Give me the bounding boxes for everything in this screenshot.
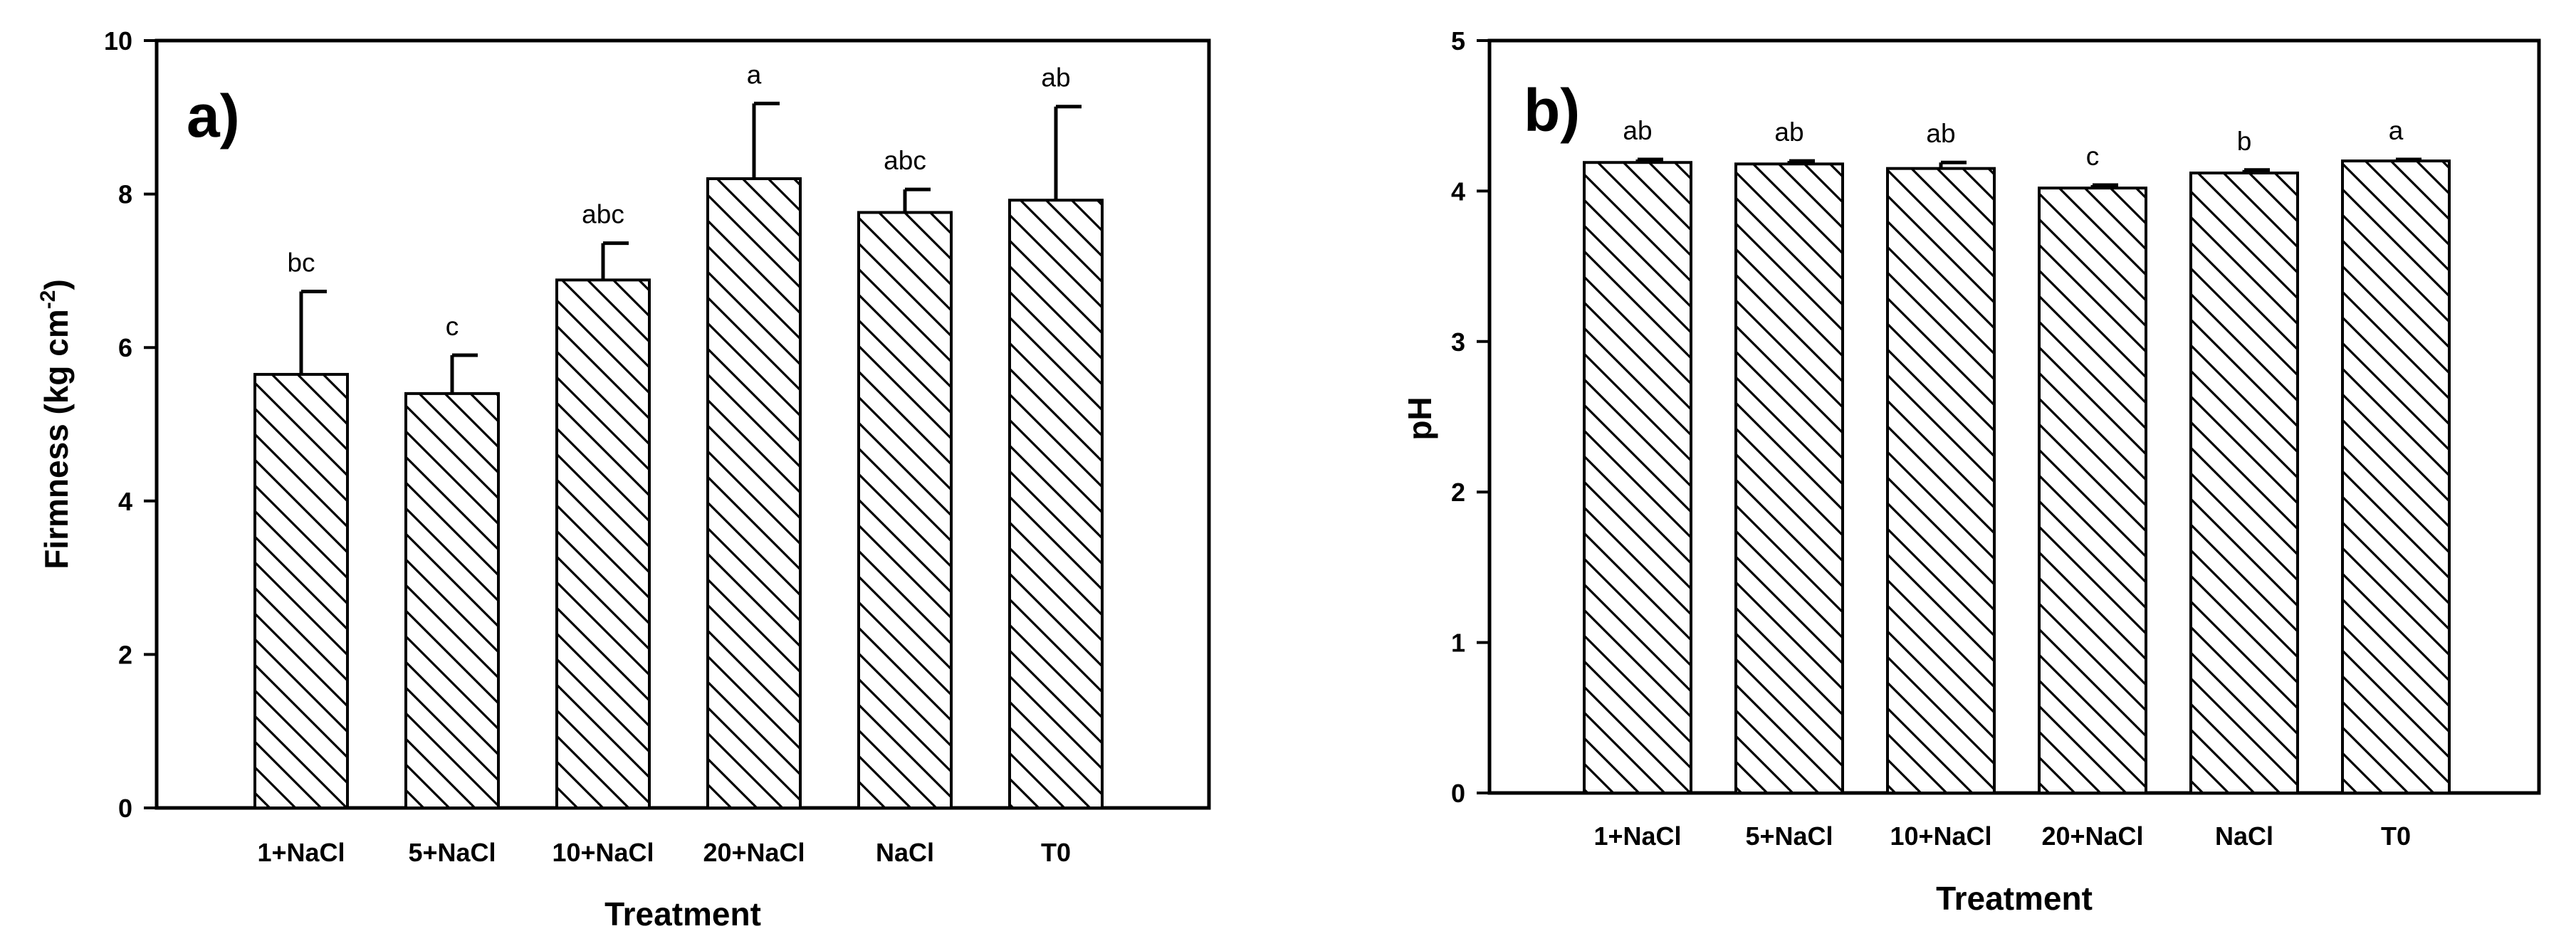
y-axis-title: Firmness (kg cm-2) [36,279,75,569]
x-ticks: 1+NaCl 5+NaCl 10+NaCl 20+NaCl NaCl T0 [257,838,1071,867]
significance-label: ab [1623,116,1652,145]
x-tick-label: T0 [1041,838,1071,867]
y-tick-label: 1 [1451,629,1465,658]
y-tick-label: 3 [1451,327,1465,357]
significance-label: c [2086,142,2100,171]
bar [2341,159,2451,794]
bar [404,392,500,809]
bars: ab ab ab c b a [1583,116,2451,795]
x-tick-label: 20+NaCl [703,838,805,867]
y-tick-label: 8 [118,180,132,209]
y-tick-label: 6 [118,333,132,362]
y-tick-label: 0 [1451,779,1465,808]
x-tick-label: 10+NaCl [1890,821,1991,851]
y-tick-label: 2 [1451,478,1465,507]
y-ticks: 0 1 2 3 4 5 [1451,26,1489,808]
significance-label: c [446,312,459,341]
plot-frame [1487,38,2541,795]
firmness-chart: a) 0 2 4 6 8 10 bc c abc a abc ab 1+NaCl 5+NaCl 10+N… [36,26,1211,932]
x-axis-title: Treatment [604,895,761,932]
bar [1734,162,1844,794]
panel-label: b) [1524,77,1580,144]
significance-label: ab [1926,119,1955,148]
y-tick-label: 0 [118,794,132,823]
x-tick-label: 10+NaCl [552,838,654,867]
plot-frame [155,38,1211,810]
y-axis-title-main: Firmness (kg cm [38,309,75,569]
bar [1008,199,1104,809]
x-tick-label: 1+NaCl [257,838,345,867]
y-tick-label: 4 [118,487,132,516]
significance-label: bc [287,248,315,278]
x-tick-label: T0 [2381,821,2411,851]
y-axis-title-suffix: ) [38,279,75,290]
bars: bc c abc a abc ab [253,60,1104,810]
significance-label: ab [1041,63,1070,93]
bar [1583,161,1692,794]
bar [555,278,651,809]
bar [857,211,953,809]
bar [1886,167,1996,794]
y-axis-title: pH [1401,396,1438,440]
bar [2189,172,2299,795]
x-tick-label: 5+NaCl [408,838,496,867]
x-tick-label: NaCl [876,838,934,867]
y-axis-title-superscript: -2 [36,290,60,310]
y-ticks: 0 2 4 6 8 10 [104,26,157,823]
x-axis-title: Treatment [1936,880,2093,917]
x-tick-label: NaCl [2215,821,2273,851]
x-tick-label: 1+NaCl [1593,821,1681,851]
y-tick-label: 2 [118,640,132,669]
bar [706,177,802,810]
x-ticks: 1+NaCl 5+NaCl 10+NaCl 20+NaCl NaCl T0 [1593,821,2411,851]
significance-label: abc [884,146,926,175]
significance-label: a [2389,116,2404,145]
x-tick-label: 5+NaCl [1745,821,1833,851]
bar [253,372,349,809]
significance-label: abc [582,200,624,229]
significance-label: ab [1774,117,1803,147]
x-tick-label: 20+NaCl [2041,821,2143,851]
y-tick-label: 10 [104,26,132,56]
panel-label: a) [187,83,240,149]
y-tick-label: 5 [1451,26,1465,56]
significance-label: a [747,60,762,89]
significance-label: b [2237,127,2252,156]
y-tick-label: 4 [1451,177,1465,206]
ph-chart: b) 0 1 2 3 4 5 ab ab ab c b a 1+NaCl 5+NaCl 10+NaCl 2… [1401,26,2541,917]
bar [2038,186,2147,794]
